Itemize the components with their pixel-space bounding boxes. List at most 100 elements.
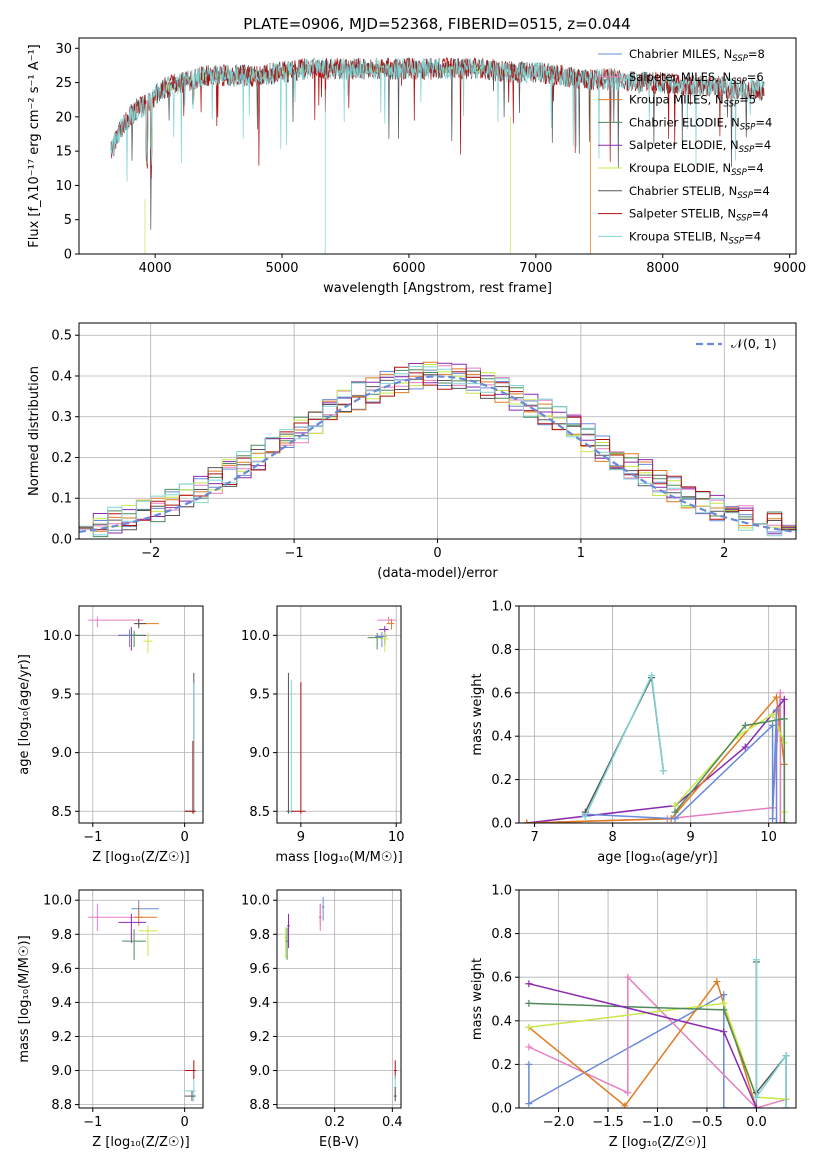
x-tick-label: 7 (530, 830, 538, 845)
weight-point (752, 956, 760, 964)
y-tick-label: 9.2 (51, 1030, 72, 1045)
legend-prefix: Kroupa STELIB, N (629, 229, 729, 243)
x-axis-label: E(B-V) (319, 1135, 359, 1150)
legend-suffix: =4 (755, 115, 772, 129)
legend-prefix: Chabrier ELODIE, N (629, 115, 740, 129)
legend-label: Salpeter ELODIE, NSSP=4 (629, 138, 771, 155)
x-axis-label: Z [log₁₀(Z/Z☉)] (609, 1135, 706, 1150)
weight-line (528, 982, 758, 1108)
panel-mass-vs-metallicity: −1 0 8.8 9.0 9.2 9.4 9.6 9.8 10.0 Z [log₁₀(Z/Z☉)]… (17, 889, 204, 1150)
x-tick-label: 0 (180, 830, 188, 845)
legend-label: Salpeter STELIB, NSSP=4 (629, 207, 769, 224)
legend-suffix: =6 (747, 70, 764, 84)
y-axis-label: mass [log₁₀(M/M☉)] (17, 935, 32, 1062)
y-axis-label: Flux [f_λ10⁻¹⁷ erg cm⁻² s⁻¹ A⁻¹] (27, 44, 42, 248)
plot-area-residuals (79, 361, 796, 538)
weight-point (713, 978, 721, 986)
y-tick-label: 0.8 (491, 643, 512, 658)
y-tick-label: 1.0 (491, 884, 512, 899)
weight-point (525, 1043, 533, 1051)
y-tick-label: 0.5 (51, 329, 72, 344)
legend-prefix: Chabrier MILES, N (629, 47, 732, 61)
legend-sub: SSP (731, 77, 747, 87)
weight-point (671, 808, 679, 816)
x-tick-label: −1.0 (642, 1115, 674, 1130)
panel-age-vs-metallicity: −1 0 8.5 9.0 9.5 10.0 Z [log₁₀(Z/Z☉)] age [log₁… (17, 605, 204, 865)
x-axis-label: age [log₁₀(age/yr)] (597, 850, 718, 865)
legend-sub: SSP (737, 191, 753, 201)
y-tick-label: 10.0 (241, 629, 270, 644)
x-tick-label: 4000 (139, 261, 172, 276)
x-tick-label: −1 (285, 546, 304, 561)
histogram-step (79, 366, 796, 531)
x-tick-label: −0.5 (691, 1115, 723, 1130)
weight-point (720, 1006, 728, 1014)
x-tick-label: 9000 (773, 261, 806, 276)
weight-point (780, 819, 788, 823)
y-tick-label: 9.6 (51, 962, 72, 977)
weight-point (525, 1100, 533, 1108)
weight-point (782, 1052, 790, 1060)
y-tick-label: 10.0 (43, 894, 72, 909)
y-tick-label: 0.3 (51, 410, 72, 425)
weight-point (769, 711, 777, 718)
y-tick-label: 9.0 (51, 746, 72, 761)
y-tick-label: 8.5 (249, 805, 270, 820)
weight-line (674, 717, 786, 823)
y-tick-label: 10.0 (43, 629, 72, 644)
x-axis-label: Z [log₁₀(Z/Z☉)] (92, 1135, 189, 1150)
y-tick-label: 0.6 (491, 686, 512, 701)
weight-line (585, 710, 778, 823)
weight-point (671, 802, 679, 810)
legend-suffix: =4 (754, 138, 771, 152)
weight-point (741, 743, 749, 751)
legend-sub: SSP (740, 122, 756, 132)
y-tick-label: 0.2 (51, 451, 72, 466)
legend-prefix: Salpeter STELIB, N (629, 207, 736, 221)
weight-point (752, 1104, 760, 1108)
weight-point (525, 1023, 533, 1031)
weight-point (780, 715, 788, 723)
x-axis-label: (data-model)/error (377, 566, 498, 581)
weight-line (526, 695, 786, 823)
x-tick-label: −2 (141, 546, 160, 561)
weight-point (772, 706, 780, 714)
weight-point (581, 812, 589, 820)
x-tick-label: −1.5 (592, 1115, 624, 1130)
weight-line (526, 692, 782, 823)
weight-point (741, 721, 749, 729)
axes-frame (78, 889, 204, 1109)
histogram-step (79, 370, 796, 531)
y-axis-label: Normed distribution (27, 366, 42, 496)
weight-point (720, 999, 728, 1007)
plot-area-age-vs-mass (286, 616, 397, 814)
x-tick-label: 8 (608, 830, 616, 845)
y-tick-label: 9.6 (249, 962, 270, 977)
plot-area-mass-weight-vs-metallicity (525, 956, 790, 1108)
axes-frame (78, 605, 204, 824)
weight-line (584, 672, 665, 817)
y-tick-label: 0.2 (491, 1058, 512, 1073)
weight-point (752, 1093, 760, 1101)
x-tick-label: 2 (720, 546, 728, 561)
weight-point (671, 815, 679, 823)
plot-area-mass-weight-vs-age (523, 671, 788, 823)
x-tick-label: 7000 (519, 261, 552, 276)
weight-point (782, 1104, 790, 1108)
legend-label: Chabrier ELODIE, NSSP=4 (629, 115, 772, 132)
x-tick-label: 9 (687, 830, 695, 845)
weight-point (621, 1102, 629, 1108)
y-tick-label: 25 (55, 76, 72, 91)
y-tick-label: 9.4 (51, 996, 72, 1011)
legend-prefix: Salpeter ELODIE, N (629, 138, 739, 152)
y-tick-label: 0.6 (491, 971, 512, 986)
weight-line (755, 959, 787, 1108)
x-tick-label: 8000 (646, 261, 679, 276)
legend-prefix: Chabrier STELIB, N (629, 184, 737, 198)
legend-suffix: =4 (744, 229, 761, 243)
y-tick-label: 0.0 (51, 533, 72, 548)
y-tick-label: 9.8 (249, 928, 270, 943)
y-tick-label: 9.0 (249, 1064, 270, 1079)
